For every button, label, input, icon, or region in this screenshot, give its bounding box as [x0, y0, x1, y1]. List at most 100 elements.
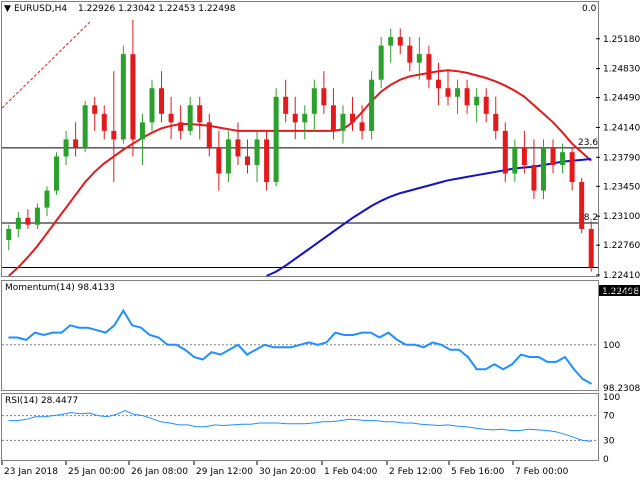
candle-body[interactable] [378, 45, 384, 80]
rsi-tick-label: 0 [603, 455, 609, 465]
fib-levels: 23.6 38.2 [2, 138, 598, 268]
candle-body[interactable] [197, 105, 203, 123]
candle-body[interactable] [216, 147, 222, 174]
price-tick-label: 1.22760 [603, 241, 640, 251]
candle-body[interactable] [512, 147, 518, 174]
candle-body[interactable] [483, 96, 489, 114]
candle-body[interactable] [493, 113, 499, 131]
candle-body[interactable] [73, 139, 79, 148]
candle-body[interactable] [206, 122, 212, 148]
rsi-axis: 100 70 30 0 [603, 393, 620, 465]
candle-body[interactable] [302, 113, 308, 123]
fib-level-label: 23.6 [578, 138, 598, 148]
candle-body[interactable] [588, 228, 594, 268]
candle-body[interactable] [130, 54, 136, 140]
rsi-tick-label: 30 [603, 436, 615, 446]
candle-body[interactable] [330, 105, 336, 131]
momentum-line[interactable] [8, 308, 593, 385]
candle-body[interactable] [44, 190, 50, 208]
candle-body[interactable] [321, 88, 327, 106]
candle-body[interactable] [111, 130, 117, 140]
candle-body[interactable] [579, 182, 585, 229]
price-tick-label: 1.24140 [603, 123, 640, 133]
price-tick-label: 1.23100 [603, 212, 640, 222]
candle-body[interactable] [273, 96, 279, 183]
price-tick-label: 1.24490 [603, 94, 640, 104]
candle-body[interactable] [6, 228, 12, 241]
candle-body[interactable] [521, 147, 527, 165]
price-tick-label: 1.24830 [603, 65, 640, 75]
candle-body[interactable] [15, 217, 21, 229]
candle-body[interactable] [569, 152, 575, 183]
candle-body[interactable] [397, 37, 403, 46]
candle-body[interactable] [244, 156, 250, 165]
candle-body[interactable] [455, 88, 461, 97]
candle-body[interactable] [474, 96, 480, 106]
collapse-triangle-icon[interactable]: ▼ [4, 4, 11, 14]
current-price-tag [599, 285, 640, 296]
rsi-tick-label: 100 [603, 393, 620, 403]
ma-fast-line[interactable] [8, 69, 592, 277]
candle-body[interactable] [292, 113, 298, 123]
candle-body[interactable] [264, 139, 270, 183]
candle-body[interactable] [464, 88, 470, 106]
candle-body[interactable] [502, 130, 508, 174]
candle-body[interactable] [25, 217, 31, 225]
price-tick-label: 1.23450 [603, 182, 640, 192]
trend-line[interactable] [1, 21, 91, 109]
time-tick-label: 7 Feb 00:00 [515, 467, 569, 477]
time-tick-label: 30 Jan 20:00 [259, 467, 316, 477]
candle-body[interactable] [139, 122, 145, 140]
price-tick-label: 1.25180 [603, 35, 640, 45]
candle-body[interactable] [187, 105, 193, 131]
moving-averages [8, 69, 592, 277]
candle-body[interactable] [340, 113, 346, 131]
momentum-line-group [2, 308, 598, 385]
ma-slow-line[interactable] [266, 158, 592, 277]
candle-body[interactable] [63, 139, 69, 157]
candle-body[interactable] [531, 164, 537, 191]
candle-body[interactable] [34, 207, 40, 225]
price-tick-label: 1.22410 [603, 271, 640, 281]
candle-body[interactable] [168, 113, 174, 123]
candle-body[interactable] [407, 45, 413, 63]
candle-body[interactable] [311, 88, 317, 114]
candle-body[interactable] [435, 79, 441, 89]
candle-body[interactable] [254, 139, 260, 165]
candles [6, 20, 594, 272]
candle-body[interactable] [82, 105, 88, 148]
candle-body[interactable] [350, 113, 356, 123]
momentum-label: Momentum(14) 98.4133 [5, 283, 115, 293]
candle-body[interactable] [54, 156, 60, 191]
candle-body[interactable] [225, 139, 231, 174]
rsi-line[interactable] [8, 410, 592, 442]
candle-body[interactable] [159, 88, 165, 114]
candle-body[interactable] [283, 96, 289, 114]
candle-body[interactable] [560, 152, 566, 165]
fib-level-label: 38.2 [578, 213, 598, 223]
candle-body[interactable] [388, 37, 394, 46]
main-panel [1, 1, 599, 277]
candle-body[interactable] [178, 122, 184, 131]
candle-body[interactable] [445, 88, 451, 97]
rsi-panel [1, 393, 599, 461]
current-price-label: 1.22498 [602, 287, 639, 297]
time-axis: 23 Jan 2018 25 Jan 00:00 26 Jan 08:00 29 Ja… [1, 461, 569, 477]
candle-body[interactable] [416, 54, 422, 63]
candle-body[interactable] [120, 54, 126, 140]
momentum-tick-label: 102.2452 [603, 286, 640, 296]
time-tick-label: 26 Jan 08:00 [131, 467, 188, 477]
candle-body[interactable] [359, 122, 365, 131]
symbol-label: EURUSD,H4 [14, 4, 67, 14]
candle-body[interactable] [235, 139, 241, 157]
candle-body[interactable] [550, 147, 556, 165]
momentum-panel [1, 280, 599, 391]
candle-body[interactable] [426, 54, 432, 80]
candle-body[interactable] [540, 147, 546, 191]
candle-body[interactable] [92, 105, 98, 114]
candle-body[interactable] [149, 88, 155, 123]
candle-body[interactable] [369, 79, 375, 131]
momentum-axis: 102.2452 100 98.2308 [603, 286, 640, 394]
price-axis: 1.25180 1.24830 1.24490 1.24140 1.23790 1.234… [596, 35, 640, 281]
candle-body[interactable] [101, 113, 107, 131]
